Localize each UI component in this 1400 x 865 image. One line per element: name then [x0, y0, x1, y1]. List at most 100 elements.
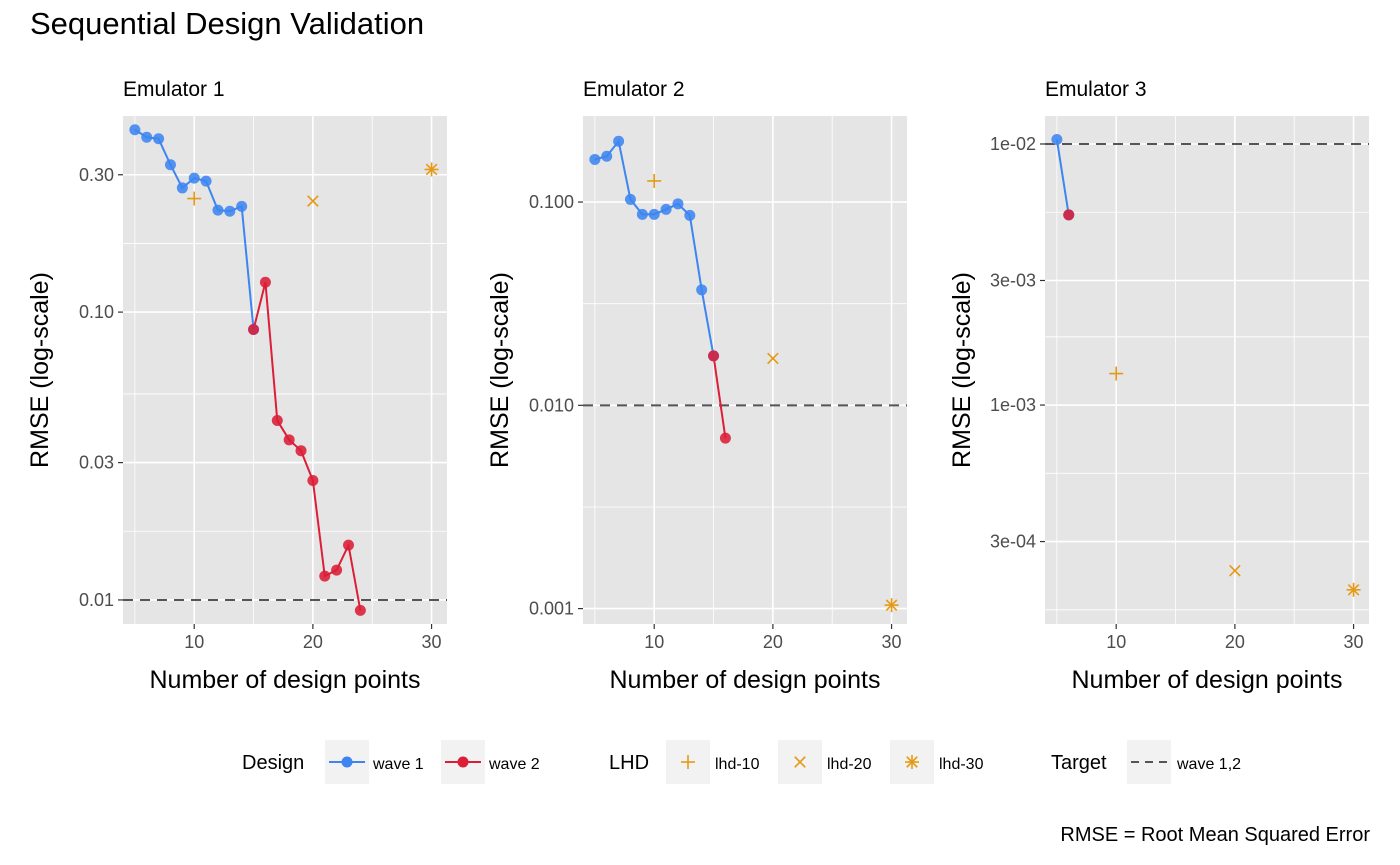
x-tick-label: 30 — [882, 632, 902, 652]
panel-background — [583, 116, 907, 624]
lhd-marker-lhd-20 — [767, 352, 779, 365]
y-tick-label: 0.03 — [79, 453, 114, 473]
legend-title-design: Design — [242, 752, 304, 774]
panel-title: Emulator 1 — [123, 78, 225, 101]
y-tick-label: 0.100 — [529, 192, 574, 212]
data-point-wave-2 — [708, 350, 720, 362]
legend-marker-lhd-20 — [794, 756, 806, 768]
y-axis-label: RMSE (log-scale) — [948, 272, 976, 468]
figure-title: Sequential Design Validation — [30, 6, 425, 41]
series-line-wave-2 — [712, 355, 727, 439]
legend-label: wave 1 — [372, 756, 424, 773]
y-tick-label: 0.01 — [79, 590, 114, 610]
x-tick-label: 10 — [644, 632, 664, 652]
data-point-wave-1 — [613, 135, 625, 147]
data-point-wave-1 — [601, 150, 613, 162]
lhd-marker-lhd-10 — [647, 173, 662, 188]
legend-point-wave-1 — [341, 756, 353, 768]
caption: RMSE = Root Mean Squared Error — [1060, 824, 1370, 846]
x-axis-label: Number of design points — [150, 666, 421, 694]
legend-marker-lhd-10 — [681, 755, 695, 769]
x-tick-label: 10 — [1106, 632, 1126, 652]
legend: Design wave 1 wave 2 LHD lhd-10 lhd-20 lhd-30 T… — [242, 740, 1241, 784]
data-point-wave-1 — [624, 193, 636, 205]
x-tick-label: 30 — [422, 632, 442, 652]
panel-title: Emulator 2 — [583, 78, 685, 101]
data-point-wave-1 — [660, 203, 672, 215]
data-point-wave-1 — [636, 208, 648, 220]
data-point-wave-1 — [212, 204, 224, 216]
y-axis-label: RMSE (log-scale) — [26, 272, 54, 468]
data-point-wave-1 — [141, 131, 153, 143]
data-point-wave-1 — [696, 284, 708, 296]
legend-label: wave 1,2 — [1176, 756, 1241, 773]
x-axis-label: Number of design points — [610, 666, 881, 694]
x-tick-label: 20 — [303, 632, 323, 652]
data-point-wave-2 — [319, 570, 331, 582]
legend-title-lhd: LHD — [609, 752, 649, 774]
data-point-wave-2 — [719, 432, 731, 444]
y-tick-label: 0.001 — [529, 599, 574, 619]
y-tick-label: 1e-02 — [990, 134, 1036, 154]
data-point-wave-1 — [164, 159, 176, 171]
data-point-wave-1 — [589, 153, 601, 165]
x-tick-label: 30 — [1344, 632, 1364, 652]
data-point-wave-2 — [248, 324, 260, 336]
data-point-wave-2 — [259, 276, 271, 288]
lhd-marker-lhd-30 — [884, 598, 899, 613]
data-point-wave-1 — [672, 198, 684, 210]
data-point-wave-1 — [1051, 134, 1063, 146]
data-point-wave-1 — [129, 124, 141, 136]
data-point-wave-2 — [283, 434, 295, 446]
legend-title-target: Target — [1051, 752, 1107, 774]
data-point-wave-2 — [1063, 209, 1075, 221]
data-point-wave-2 — [271, 415, 283, 427]
y-axis-label: RMSE (log-scale) — [486, 272, 514, 468]
data-point-wave-2 — [307, 474, 319, 486]
data-point-wave-2 — [295, 445, 307, 457]
y-tick-label: 0.010 — [529, 395, 574, 415]
panel-title: Emulator 3 — [1045, 78, 1147, 101]
data-point-wave-1 — [176, 182, 188, 194]
legend-label: lhd-30 — [939, 756, 984, 773]
y-tick-label: 0.10 — [79, 302, 114, 322]
y-tick-label: 0.30 — [79, 165, 114, 185]
legend-point-wave-2 — [457, 756, 469, 768]
data-point-wave-1 — [153, 133, 165, 145]
data-point-wave-1 — [188, 172, 200, 184]
series-line-wave-1 — [1055, 139, 1070, 216]
lhd-marker-lhd-30 — [424, 162, 439, 177]
data-point-wave-2 — [354, 604, 366, 616]
data-point-wave-1 — [648, 208, 660, 220]
legend-marker-lhd-30 — [905, 755, 919, 769]
legend-label: wave 2 — [488, 756, 540, 773]
panel-background — [1045, 116, 1369, 624]
y-tick-label: 3e-04 — [990, 532, 1036, 552]
data-point-wave-2 — [342, 539, 354, 551]
y-tick-label: 1e-03 — [990, 395, 1036, 415]
panel-emulator-1: Emulator 1 10 20 30 0.01 0.03 0.10 0.30 Number o… — [26, 78, 447, 694]
x-tick-label: 10 — [184, 632, 204, 652]
lhd-marker-lhd-10 — [187, 191, 202, 206]
legend-label: lhd-10 — [715, 756, 760, 773]
lhd-marker-lhd-30 — [1346, 582, 1361, 597]
lhd-marker-lhd-10 — [1109, 366, 1124, 381]
x-axis-label: Number of design points — [1072, 666, 1343, 694]
data-point-wave-2 — [331, 564, 343, 576]
data-point-wave-1 — [200, 175, 212, 187]
y-tick-label: 3e-03 — [990, 270, 1036, 290]
panel-emulator-2: Emulator 2 10 20 30 0.001 0.010 0.100 Number of… — [486, 78, 907, 694]
lhd-marker-lhd-20 — [307, 195, 319, 207]
lhd-marker-lhd-20 — [1229, 564, 1241, 577]
series-line-wave-2 — [252, 281, 362, 611]
data-point-wave-1 — [236, 200, 248, 212]
panel-emulator-3: Emulator 3 10 20 30 3e-04 1e-03 3e-03 1e-02 Numb… — [948, 78, 1369, 694]
data-point-wave-1 — [684, 209, 696, 221]
x-tick-label: 20 — [1225, 632, 1245, 652]
legend-label: lhd-20 — [827, 756, 872, 773]
x-tick-label: 20 — [763, 632, 783, 652]
panel-background — [123, 116, 447, 624]
data-point-wave-1 — [224, 205, 236, 217]
